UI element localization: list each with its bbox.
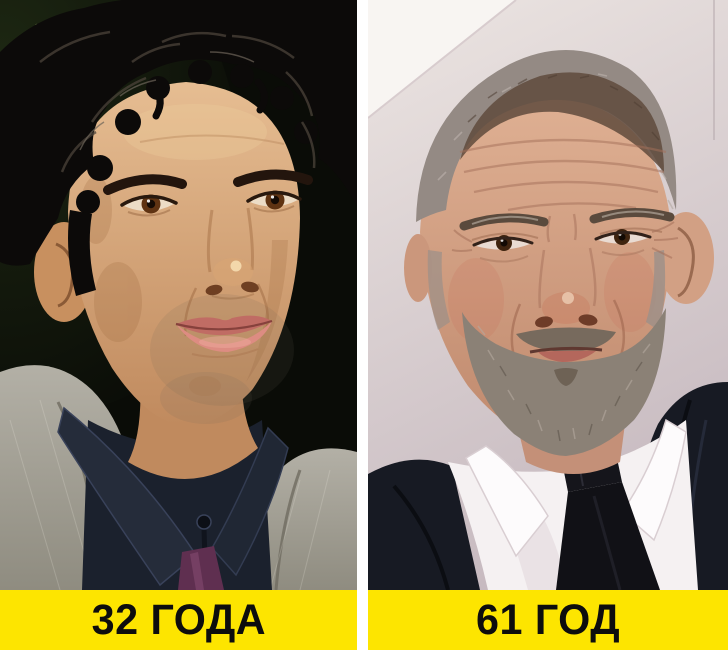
young-portrait-photo bbox=[0, 0, 357, 590]
eyes bbox=[451, 221, 679, 263]
shirt-button bbox=[196, 514, 212, 530]
nose bbox=[535, 247, 598, 328]
older-portrait-illustration bbox=[368, 0, 728, 590]
age-caption-young: 32 ГОДА bbox=[0, 590, 357, 650]
gray-goatee-beard bbox=[462, 308, 666, 456]
panel-older: 61 ГОД bbox=[368, 0, 728, 650]
age-label-young: 32 ГОДА bbox=[91, 595, 266, 644]
lips bbox=[175, 315, 273, 358]
nose bbox=[205, 207, 259, 300]
ears bbox=[404, 212, 714, 304]
panel-young: 32 ГОДА bbox=[0, 0, 357, 650]
eyebrows bbox=[103, 169, 313, 195]
maroon-tie bbox=[178, 546, 224, 590]
age-caption-older: 61 ГОД bbox=[368, 590, 728, 650]
gray-buzzcut-hair bbox=[416, 49, 677, 330]
black-curly-hair bbox=[0, 0, 357, 296]
young-portrait-illustration bbox=[0, 0, 357, 590]
eyebrows bbox=[459, 207, 675, 231]
crows-feet bbox=[451, 221, 679, 259]
age-label-older: 61 ГОД bbox=[475, 595, 621, 644]
forehead-wrinkles bbox=[459, 138, 667, 243]
eyes bbox=[120, 190, 302, 217]
chin-shading bbox=[189, 376, 221, 396]
older-portrait-photo bbox=[368, 0, 728, 590]
